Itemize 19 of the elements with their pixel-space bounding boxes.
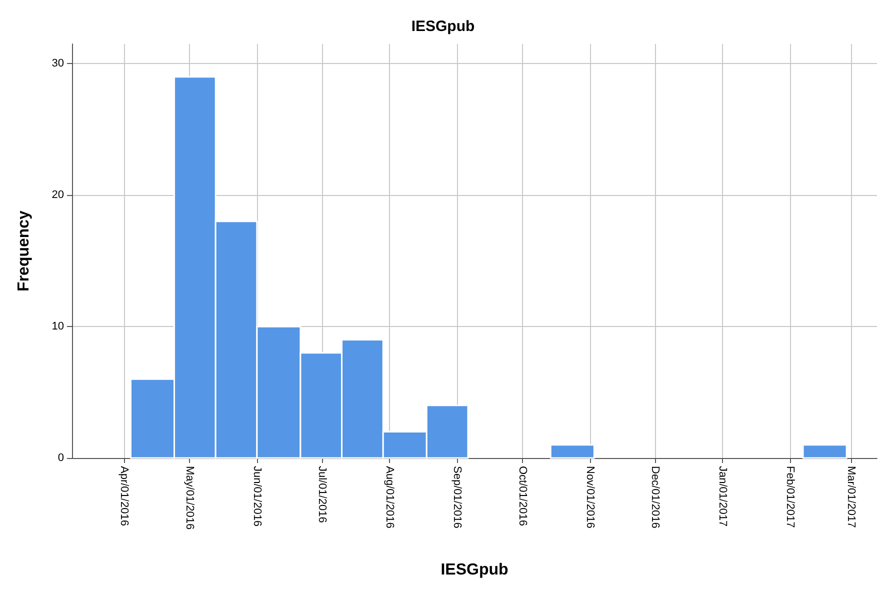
y-tick-label: 30	[52, 58, 64, 70]
x-tick-label: Jan/01/2017	[716, 466, 729, 527]
x-tick-label: Nov/01/2016	[584, 466, 596, 528]
x-tick-label: Oct/01/2016	[516, 466, 528, 526]
y-tick-label: 10	[52, 320, 64, 333]
y-tick-label: 20	[52, 189, 64, 202]
x-axis-title: IESGpub	[440, 562, 508, 578]
x-tick-label: Sep/01/2016	[451, 466, 464, 528]
chart-title: IESGpub	[411, 18, 475, 35]
y-tick-label: 0	[58, 452, 64, 464]
x-tick-label: Mar/01/2017	[844, 466, 857, 528]
y-axis-title: Frequency	[16, 210, 32, 292]
x-tick-label: Aug/01/2016	[384, 466, 396, 528]
x-tick-label: May/01/2016	[183, 466, 196, 530]
x-tick-label: Jun/01/2016	[250, 466, 263, 527]
x-tick-label: Feb/01/2017	[784, 466, 796, 528]
x-tick-label: Jul/01/2016	[316, 466, 328, 523]
x-tick-label: Dec/01/2016	[649, 466, 662, 528]
x-tick-label: Apr/01/2016	[118, 466, 130, 526]
